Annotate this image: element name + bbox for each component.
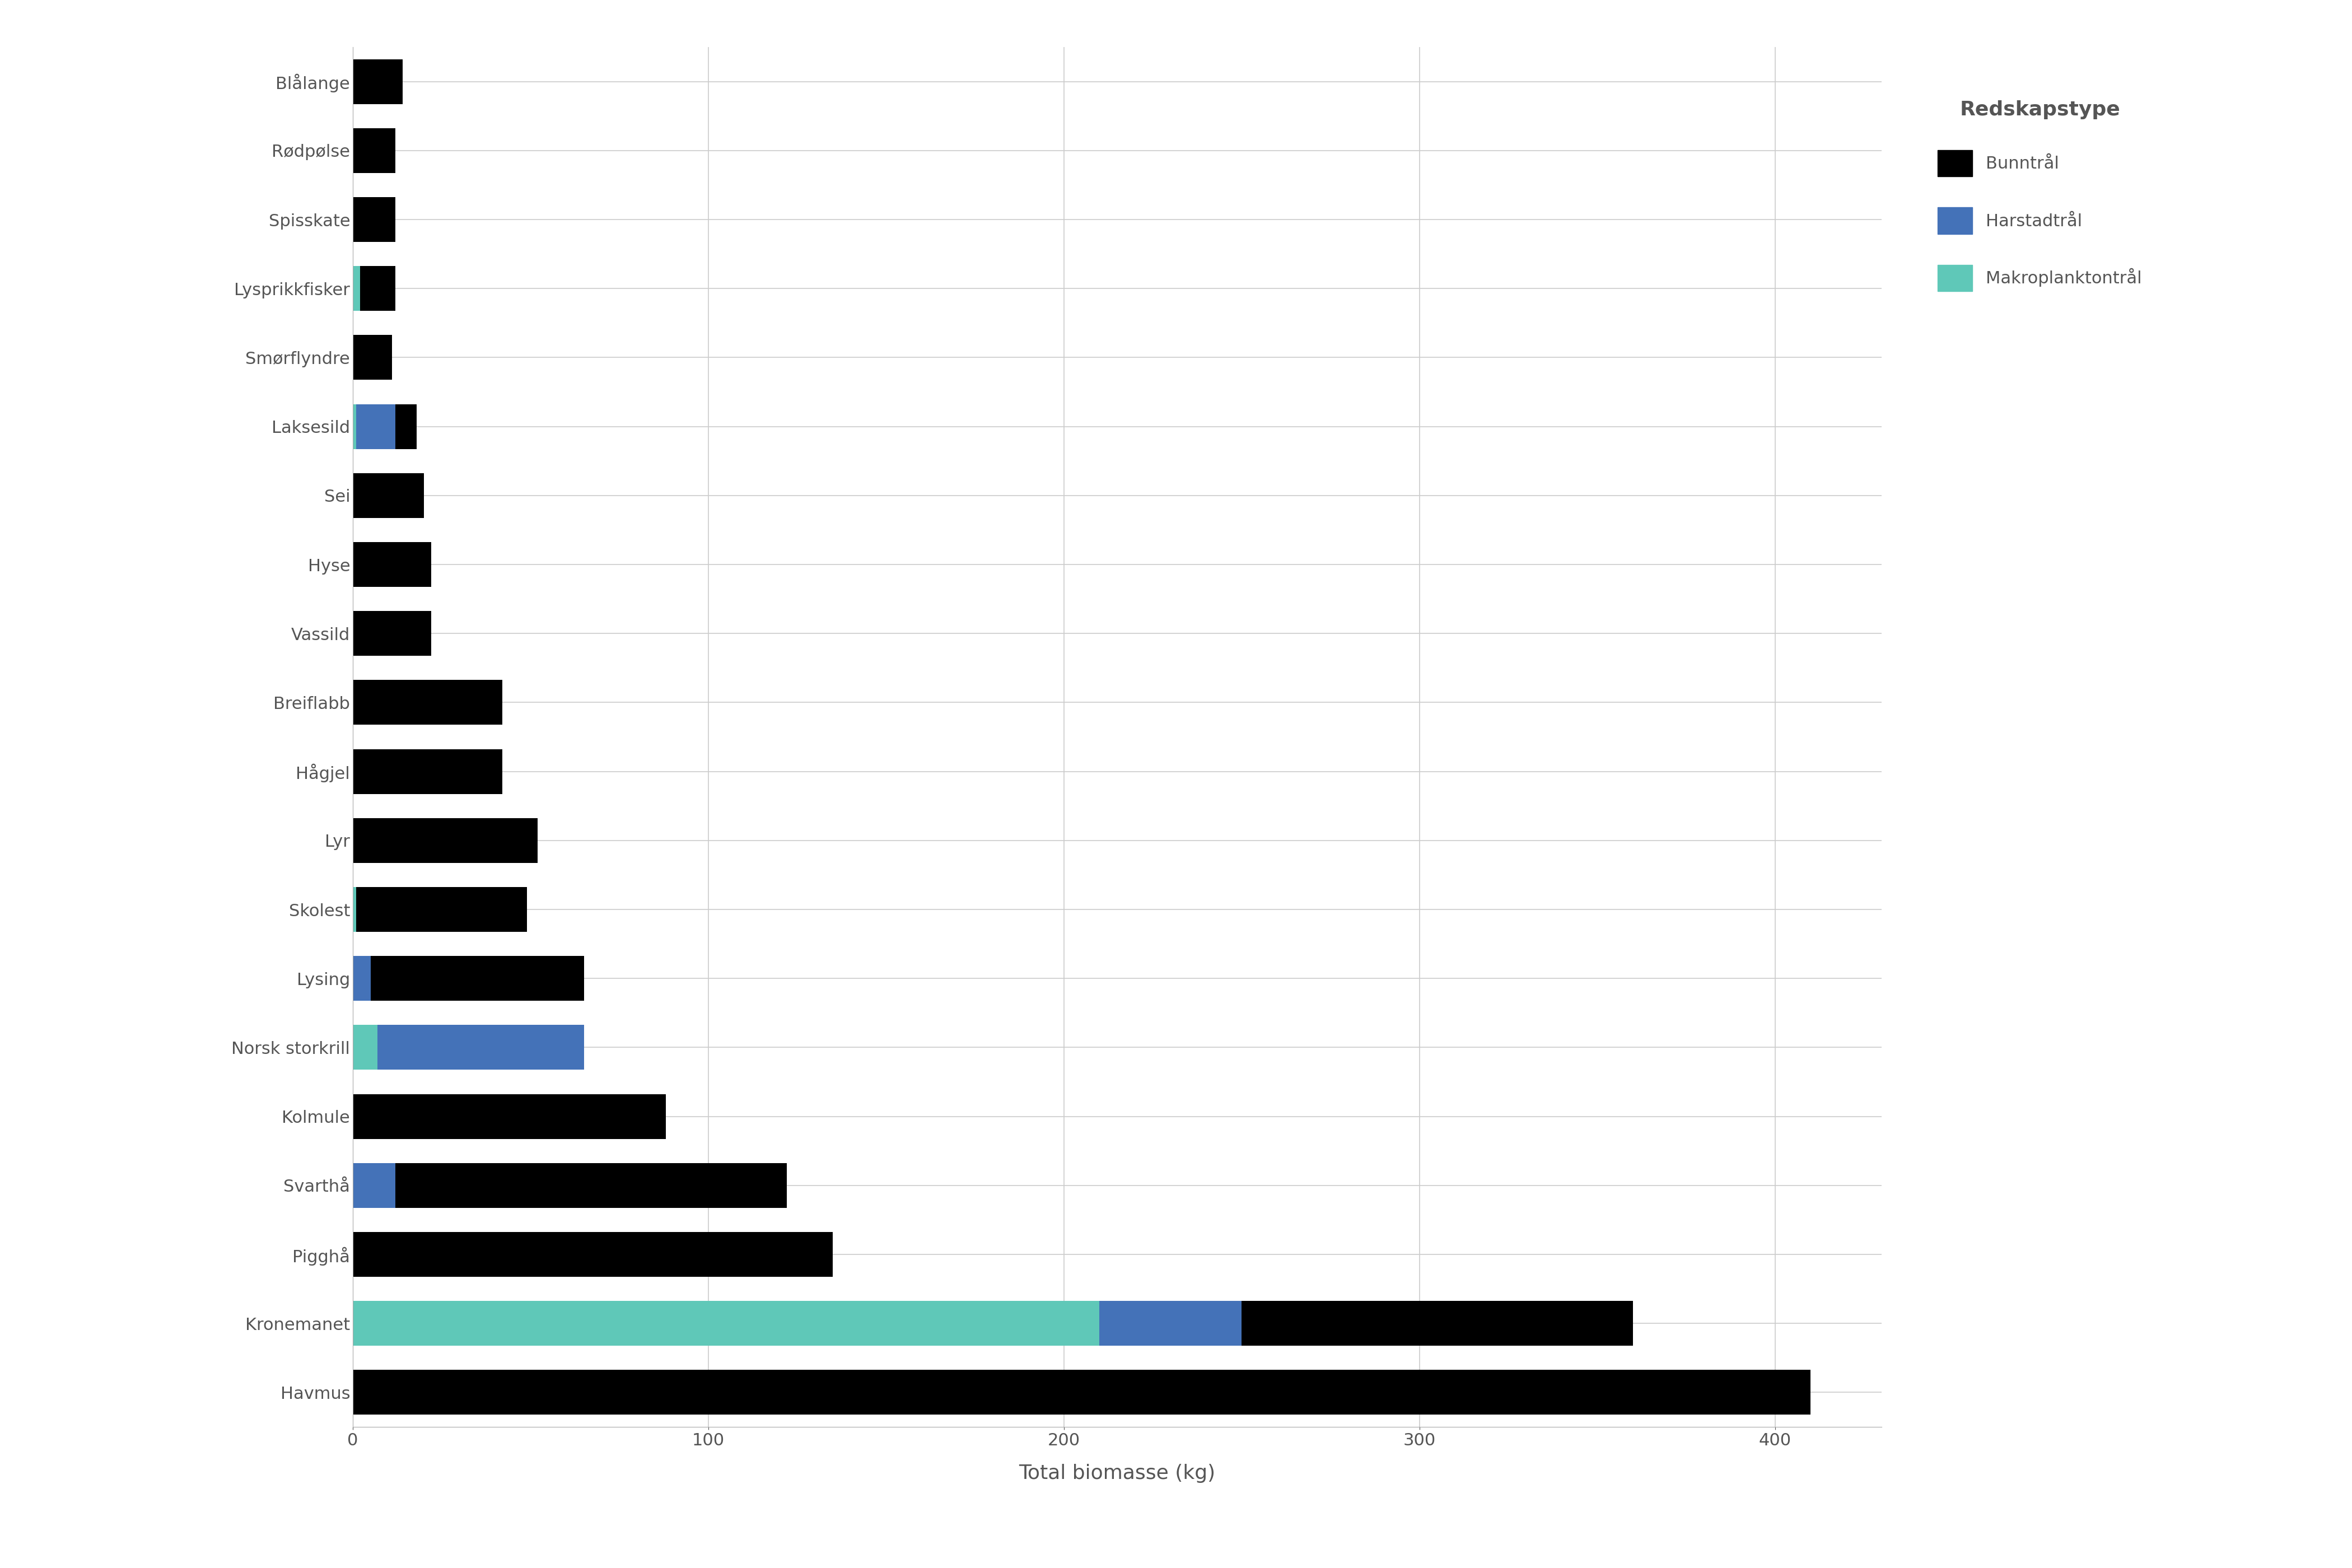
Bar bbox=[379, 1025, 583, 1069]
Bar bbox=[353, 612, 430, 655]
Bar bbox=[353, 1232, 833, 1276]
Bar bbox=[353, 1301, 1098, 1345]
Bar bbox=[353, 956, 372, 1000]
Bar bbox=[358, 405, 395, 448]
Bar bbox=[353, 1025, 379, 1069]
Bar bbox=[353, 887, 358, 931]
Bar bbox=[395, 405, 416, 448]
Bar bbox=[1242, 1301, 1632, 1345]
Bar bbox=[1098, 1301, 1242, 1345]
Bar bbox=[360, 267, 395, 310]
Bar bbox=[395, 1163, 786, 1207]
Bar bbox=[353, 474, 423, 517]
Bar bbox=[353, 1370, 1811, 1414]
Bar bbox=[358, 887, 527, 931]
Bar bbox=[353, 405, 358, 448]
Bar bbox=[353, 750, 501, 793]
Bar bbox=[353, 1163, 395, 1207]
Bar bbox=[353, 267, 360, 310]
Bar bbox=[353, 129, 395, 172]
Bar bbox=[353, 1094, 666, 1138]
X-axis label: Total biomasse (kg): Total biomasse (kg) bbox=[1018, 1465, 1216, 1483]
Bar bbox=[353, 818, 539, 862]
Bar bbox=[353, 681, 501, 724]
Bar bbox=[353, 543, 430, 586]
Bar bbox=[353, 60, 402, 103]
Bar bbox=[372, 956, 583, 1000]
Bar bbox=[353, 336, 393, 379]
Bar bbox=[353, 198, 395, 241]
Legend: Bunntrål, Harstadtrål, Makroplanktontrål: Bunntrål, Harstadtrål, Makroplanktontrål bbox=[1922, 83, 2159, 309]
